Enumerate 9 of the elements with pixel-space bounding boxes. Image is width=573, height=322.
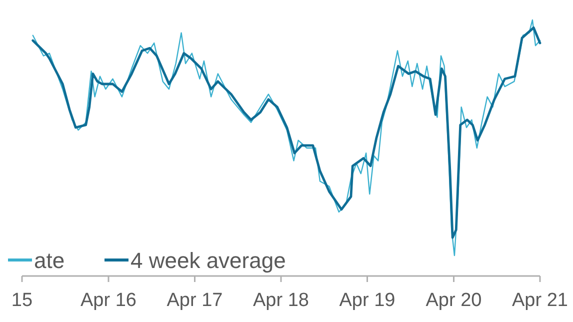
legend-label: 4 week average: [130, 248, 286, 273]
x-tick-label: Apr 16: [80, 290, 136, 311]
x-tick-label: Apr 17: [166, 290, 223, 311]
x-tick-label: Apr 18: [253, 290, 309, 311]
x-tick-label: Apr 20: [426, 290, 482, 311]
x-tick-label: Apr 21: [512, 290, 568, 311]
x-tick-label: 15: [11, 290, 33, 311]
legend-label: ate: [34, 248, 65, 273]
x-tick-label: Apr 19: [339, 290, 396, 311]
